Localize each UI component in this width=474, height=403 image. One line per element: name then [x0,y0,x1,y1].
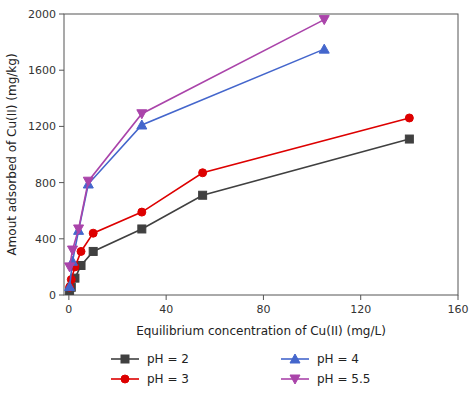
point [319,16,329,25]
legend-label: pH = 2 [147,352,189,366]
x-tick-label: 160 [448,303,469,316]
point [405,135,413,143]
y-tick [59,182,64,183]
x-tick [68,295,69,300]
y-tick-label: 400 [35,233,56,246]
axes: 040801201600400800120016002000 [28,8,469,316]
y-tick-label: 1600 [28,64,56,77]
legend-label: pH = 4 [317,352,359,366]
point [137,110,147,119]
x-tick-label: 0 [65,303,72,316]
point [77,247,85,255]
point [89,229,97,237]
x-tick-label: 120 [350,303,371,316]
y-tick-label: 2000 [28,8,56,21]
legend-marker [121,355,129,363]
y-tick [59,295,64,296]
plot-frame [64,14,458,295]
y-tick-label: 1200 [28,120,56,133]
y-tick [59,126,64,127]
legend: pH = 2 pH = 3 pH = 4 pH = 5.5 [111,352,370,386]
legend-marker [290,354,300,363]
series-line [70,118,410,287]
y-tick [59,70,64,71]
point [405,114,413,122]
point [74,225,84,234]
x-tick-label: 80 [256,303,270,316]
point [68,246,78,255]
x-tick [360,295,361,300]
y-tick [59,14,64,15]
point [199,191,207,199]
x-axis-label: Equilibrium concentration of Cu(II) (mg/… [136,324,386,338]
x-tick [458,295,459,300]
x-tick-label: 40 [159,303,173,316]
y-tick-label: 800 [35,177,56,190]
point [138,225,146,233]
point [138,208,146,216]
point [65,282,75,291]
point [319,44,329,53]
y-tick [59,238,64,239]
legend-marker [290,375,300,384]
x-tick [263,295,264,300]
y-tick-label: 0 [49,289,56,302]
point [83,177,93,186]
point [137,120,147,129]
point [65,263,75,272]
y-axis-label: Amout adsorbed of Cu(II) (mg/kg) [5,53,19,255]
legend-label: pH = 5.5 [317,372,370,386]
chart: 040801201600400800120016002000Equilibriu… [0,0,474,403]
series-line [70,20,325,267]
series-line [70,139,410,292]
point [199,169,207,177]
legend-label: pH = 3 [147,372,189,386]
point [74,225,84,234]
legend-marker [121,375,129,383]
x-tick [166,295,167,300]
point [89,247,97,255]
marks [65,16,414,295]
